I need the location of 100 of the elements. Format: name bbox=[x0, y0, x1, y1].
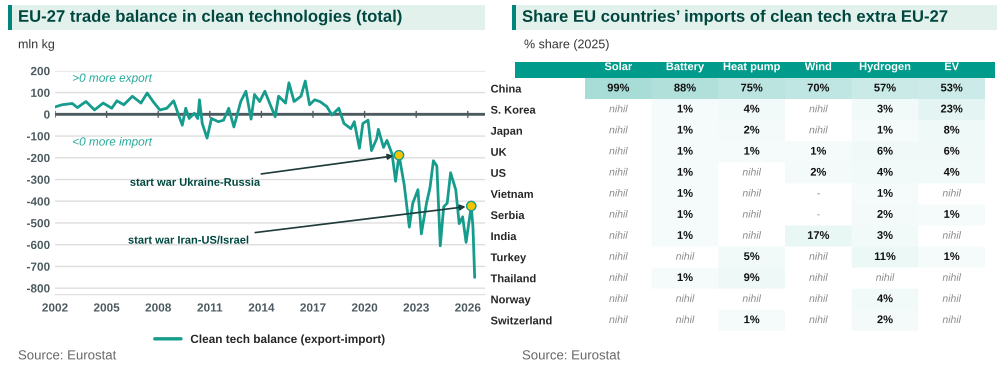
text: nihil bbox=[609, 273, 628, 281]
text: nihil bbox=[809, 126, 828, 134]
annotation: <0 more import bbox=[72, 136, 152, 148]
y-tick-label: -700 bbox=[26, 262, 50, 271]
text: nihil bbox=[742, 210, 762, 218]
text: nihil bbox=[676, 252, 694, 260]
y-tick-label: -500 bbox=[26, 219, 50, 228]
legend-label: Clean tech balance (export-import) bbox=[190, 334, 385, 346]
data-label: 1% bbox=[811, 146, 826, 155]
data-label: 2% bbox=[877, 210, 893, 218]
data-label: 3% bbox=[877, 104, 893, 113]
y-tick-label: -400 bbox=[26, 197, 50, 206]
text: nihil bbox=[742, 231, 762, 239]
text: nihil bbox=[609, 231, 628, 239]
annotation: start war Iran-US/Israel bbox=[128, 236, 248, 244]
data-label: 6% bbox=[877, 146, 893, 155]
x-tick-label: 2026 bbox=[455, 303, 481, 312]
x-tick-label: 2005 bbox=[94, 303, 120, 312]
data-label: 6% bbox=[944, 146, 960, 155]
x-tick-label: Wind bbox=[804, 62, 832, 70]
data-label: 9% bbox=[744, 273, 760, 282]
data-label: 17% bbox=[808, 231, 830, 239]
text: nihil bbox=[609, 294, 628, 302]
text: nihil bbox=[609, 126, 628, 134]
y-axis-title: mln kg bbox=[18, 39, 54, 51]
data-label: 1% bbox=[678, 104, 693, 113]
x-tick-label: 2008 bbox=[145, 303, 171, 312]
x-tick-label: 2002 bbox=[42, 303, 68, 312]
y-tick-label: Norway bbox=[491, 296, 531, 306]
text: nihil bbox=[809, 315, 828, 324]
data-label: 1% bbox=[678, 126, 693, 134]
x-tick-label: 2017 bbox=[300, 303, 326, 312]
annotation: start war Ukraine-Russia bbox=[130, 178, 260, 186]
data-label: 2% bbox=[744, 126, 760, 134]
y-tick-label: Japan bbox=[490, 127, 522, 137]
data-label: 2% bbox=[877, 315, 893, 324]
y-tick-label: UK bbox=[491, 148, 506, 156]
text: nihil bbox=[942, 273, 962, 281]
text: nihil bbox=[676, 315, 694, 324]
x-tick-label: Heat pump bbox=[724, 62, 780, 72]
text: nihil bbox=[609, 315, 628, 324]
text: nihil bbox=[609, 146, 628, 154]
data-label: 99% bbox=[608, 84, 630, 92]
text: nihil bbox=[942, 315, 962, 324]
y-tick-label: Turkey bbox=[490, 253, 526, 264]
data-label: 70% bbox=[808, 84, 830, 92]
data-label: 57% bbox=[874, 84, 896, 92]
data-label: 4% bbox=[744, 104, 760, 113]
annotation: >0 more export bbox=[72, 74, 152, 84]
y-tick-label: Vietnam bbox=[490, 190, 533, 198]
y-tick-label: US bbox=[491, 169, 506, 177]
text: nihil bbox=[942, 294, 962, 302]
data-label: 1% bbox=[678, 189, 693, 197]
data-label: 4% bbox=[944, 168, 960, 176]
chart-title: EU-27 trade balance in clean technologies (total) bbox=[19, 10, 402, 26]
text: nihil bbox=[742, 294, 762, 302]
text: nihil bbox=[676, 294, 694, 302]
y-tick-label: -300 bbox=[26, 176, 50, 184]
data-label: 4% bbox=[877, 168, 893, 176]
y-tick-label: India bbox=[491, 232, 517, 240]
text: nihil bbox=[609, 252, 628, 260]
y-tick-label: Switzerland bbox=[490, 316, 552, 324]
data-label: 23% bbox=[940, 104, 962, 113]
data-label: 53% bbox=[940, 84, 962, 92]
data-label: 3% bbox=[877, 231, 893, 240]
y-tick-label: -200 bbox=[26, 154, 50, 162]
data-label: 1% bbox=[678, 168, 693, 176]
data-label: 4% bbox=[877, 294, 893, 302]
chart-subtitle: % share (2025) bbox=[524, 39, 609, 51]
data-label: 2% bbox=[810, 168, 826, 176]
text: nihil bbox=[742, 168, 762, 176]
text: nihil bbox=[742, 189, 762, 197]
x-tick-label: 2023 bbox=[403, 303, 429, 312]
data-label: 75% bbox=[741, 84, 762, 92]
x-tick-label: 2011 bbox=[197, 303, 222, 312]
data-label: 1% bbox=[744, 146, 760, 155]
data-label: 1% bbox=[878, 189, 893, 197]
text: - bbox=[817, 193, 820, 194]
data-label: 11% bbox=[874, 252, 896, 260]
text: nihil bbox=[809, 273, 828, 281]
text: nihil bbox=[942, 231, 962, 239]
data-label: 88% bbox=[674, 84, 696, 92]
x-tick-label: Solar bbox=[604, 62, 632, 70]
data-label: 8% bbox=[944, 126, 960, 134]
text: nihil bbox=[809, 294, 828, 302]
x-tick-label: Hydrogen bbox=[860, 62, 910, 72]
data-label: 1% bbox=[944, 210, 960, 218]
y-tick-label: Serbia bbox=[490, 210, 525, 220]
data-label: 1% bbox=[944, 252, 960, 260]
text: - bbox=[817, 214, 820, 216]
x-tick-label: Battery bbox=[666, 62, 704, 72]
data-label: 1% bbox=[678, 146, 693, 155]
chart-title: Share EU countries’ imports of clean tech extra EU-27 bbox=[522, 10, 948, 26]
text: nihil bbox=[609, 210, 628, 218]
y-tick-label: S. Korea bbox=[490, 106, 536, 114]
x-tick-label: 2014 bbox=[248, 303, 274, 312]
text: nihil bbox=[942, 189, 962, 197]
text: nihil bbox=[809, 252, 828, 260]
y-tick-label: -100 bbox=[26, 132, 50, 140]
data-label: 1% bbox=[878, 126, 893, 134]
